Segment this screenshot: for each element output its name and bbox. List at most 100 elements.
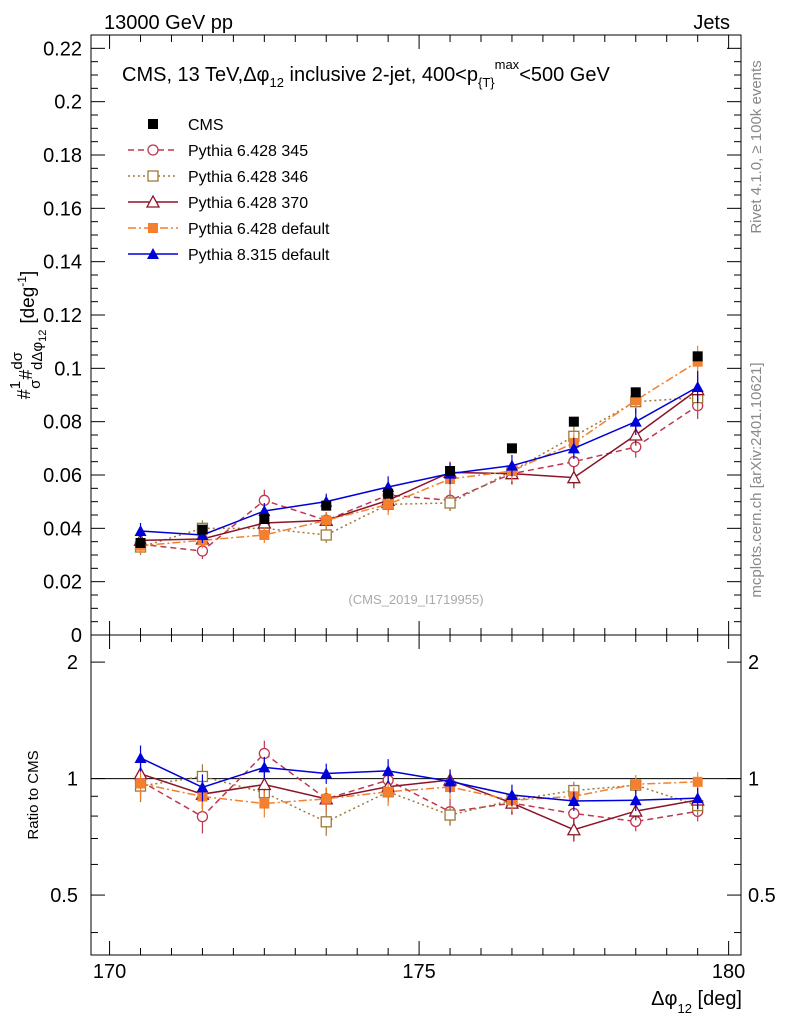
data-point (691, 381, 704, 392)
chart-title: CMS, 13 TeV,Δφ12 inclusive 2-jet, 400<p{… (122, 57, 610, 90)
x-tick-label: 180 (712, 961, 745, 983)
series-0 (135, 351, 703, 548)
legend-entry: CMS (148, 117, 224, 134)
ratio-tick-label-left: 0.5 (50, 885, 78, 907)
y-tick-label: 0.12 (43, 305, 82, 327)
ratio-point (135, 778, 146, 789)
ratio-point (567, 795, 580, 807)
ratio-point (692, 776, 703, 787)
legend-label: Pythia 6.428 346 (188, 169, 308, 186)
x-axis-label: Δφ12 [deg] (651, 988, 742, 1016)
legend-marker (148, 223, 158, 233)
data-point (135, 538, 146, 548)
data-point (197, 524, 208, 535)
rivet-version-label: Rivet 4.1.0, ≥ 100k events (748, 60, 765, 233)
x-tick-label: 170 (93, 961, 126, 983)
data-point (692, 351, 703, 362)
ratio-tick-label-left: 1 (67, 769, 78, 791)
ratio-series-line (140, 781, 698, 805)
legend-marker (148, 119, 158, 129)
legend-entry: Pythia 6.428 345 (128, 143, 308, 160)
legend-marker (147, 248, 159, 259)
process-label: Jets (693, 12, 730, 34)
main-series-group (133, 345, 705, 559)
ratio-series-5 (134, 745, 704, 812)
data-point (444, 497, 456, 509)
ratio-tick-label-right: 2 (748, 652, 759, 674)
ratio-point (691, 792, 704, 804)
data-point (505, 459, 518, 471)
ratio-tick-label-right: 0.5 (748, 885, 776, 907)
legend-label: Pythia 6.428 345 (188, 143, 308, 160)
legend-entry: Pythia 6.428 default (128, 221, 330, 238)
ratio-series-line (140, 775, 698, 823)
y-tick-label: 0.16 (43, 198, 82, 220)
ratio-point (321, 793, 332, 804)
ratio-point (258, 761, 271, 773)
legend-marker (147, 144, 159, 156)
data-point (134, 525, 147, 536)
y-tick-label: 0.02 (43, 572, 82, 594)
ratio-point (320, 816, 332, 828)
data-point (566, 470, 581, 484)
ratio-point (383, 786, 394, 797)
y-tick-label: 0.08 (43, 412, 82, 434)
series-line (140, 389, 699, 542)
data-point (567, 442, 580, 454)
series-2 (134, 384, 704, 555)
energy-label: 13000 GeV pp (104, 12, 233, 34)
legend-label: Pythia 8.315 default (188, 247, 330, 264)
ratio-point (630, 779, 641, 790)
axes-group: 170 175 180 0 0.02 0.04 0.06 0.08 0.1 0.12 0.14 0.1… (43, 34, 776, 983)
ratio-point (257, 777, 272, 791)
data-point (259, 514, 270, 524)
analysis-watermark: (CMS_2019_I1719955) (348, 592, 483, 607)
y-tick-label: 0.14 (43, 252, 82, 274)
legend-entry: Pythia 8.315 default (128, 247, 330, 264)
ratio-point (444, 775, 457, 787)
data-point (630, 387, 641, 398)
ratio-point (196, 781, 209, 793)
ratio-point (196, 810, 209, 823)
legend-label: CMS (188, 117, 224, 134)
series-line (140, 405, 699, 552)
series-4 (135, 345, 703, 554)
y-tick-label: 0.04 (43, 518, 82, 540)
y-tick-label: 0.1 (54, 358, 82, 380)
data-point (383, 488, 394, 499)
data-point (568, 416, 579, 427)
ratio-series-line (140, 773, 698, 831)
data-point (629, 415, 642, 427)
y-tick-label: 0.06 (43, 465, 82, 487)
data-point (630, 395, 641, 406)
series-line (140, 396, 698, 548)
data-point (320, 529, 332, 541)
ratio-point (629, 794, 642, 806)
ratio-y-axis-label: Ratio to CMS (25, 750, 42, 839)
ratio-tick-label-right: 1 (748, 769, 759, 791)
legend-marker (147, 170, 159, 182)
data-point (321, 515, 332, 526)
data-point (259, 530, 270, 540)
series-3 (133, 376, 705, 549)
ratio-series-group (133, 740, 705, 842)
legend-marker (145, 194, 161, 208)
ratio-point (566, 822, 581, 836)
mcplots-label: mcplots.cern.ch [arXiv:2401.10621] (748, 362, 765, 597)
data-point (321, 500, 332, 511)
ratio-point (259, 798, 270, 809)
y-tick-label: 0.22 (43, 38, 82, 60)
data-point (692, 356, 703, 367)
data-point (506, 443, 517, 454)
x-tick-label: 175 (402, 961, 435, 983)
ratio-series-line (140, 752, 698, 823)
legend-label: Pythia 6.428 default (188, 221, 330, 238)
data-point (383, 499, 394, 510)
ratio-point (505, 788, 518, 800)
y-tick-label: 0.18 (43, 145, 82, 167)
legend-entry: Pythia 6.428 346 (128, 169, 308, 186)
y-tick-label: 0 (71, 625, 82, 647)
ratio-point (444, 809, 456, 821)
